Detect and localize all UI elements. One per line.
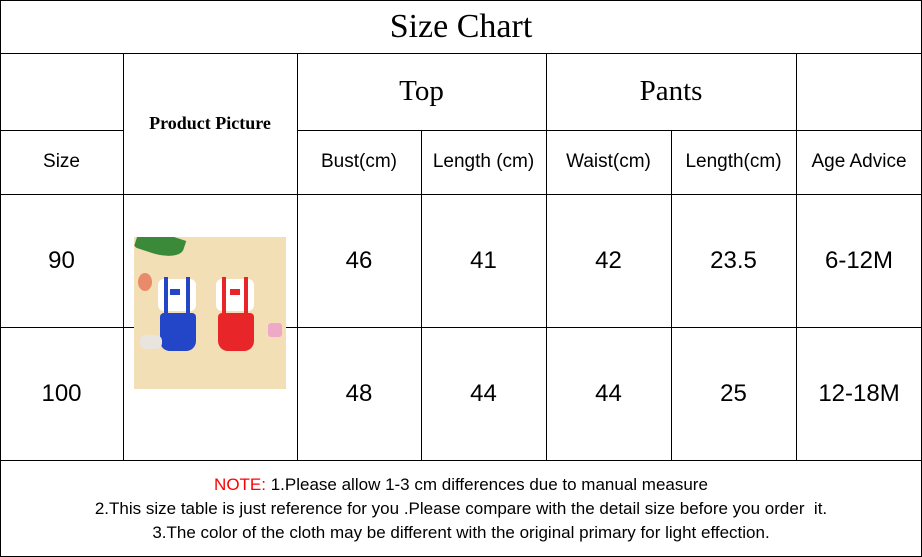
divider [421, 130, 422, 460]
cell-size: 100 [41, 379, 82, 407]
red-bowtie [230, 289, 240, 295]
header-product-picture: Product Picture [149, 113, 271, 133]
divider [546, 53, 547, 460]
divider [297, 53, 298, 460]
product-image [134, 237, 286, 389]
cell-bust: 46 [345, 246, 373, 274]
header-pants-length: Length(cm) [685, 151, 782, 172]
header-top: Top [399, 75, 444, 107]
header-waist: Waist(cm) [566, 151, 651, 172]
header-bust: Bust(cm) [321, 151, 397, 172]
cell-pants-length: 23.5 [710, 246, 757, 274]
header-size: Size [43, 151, 80, 172]
divider [796, 53, 797, 460]
divider [0, 0, 922, 1]
cell-bust: 48 [345, 379, 373, 407]
decoration [268, 323, 282, 337]
notes: NOTE: 1.Please allow 1-3 cm differences … [0, 461, 922, 557]
cell-age: 12-18M [818, 379, 900, 407]
cell-waist: 42 [595, 246, 622, 274]
palm-leaf [134, 237, 187, 262]
divider [671, 130, 672, 460]
page-title: Size Chart [389, 7, 533, 45]
cell-size: 90 [48, 246, 75, 274]
baby-shoes [140, 335, 162, 349]
header-top-length: Length (cm) [432, 151, 535, 172]
note-line-2: 2.This size table is just reference for … [94, 499, 828, 518]
cell-age: 6-12M [824, 246, 894, 274]
divider [286, 327, 922, 328]
note-line-1: NOTE: 1.Please allow 1-3 cm differences … [214, 473, 708, 497]
blue-suspender [164, 277, 168, 317]
divider [297, 130, 922, 131]
cell-top-length: 44 [470, 379, 497, 407]
red-suspender [222, 277, 226, 317]
cell-pants-length: 25 [720, 379, 747, 407]
header-pants: Pants [639, 75, 703, 107]
divider [0, 0, 1, 557]
divider [0, 327, 134, 328]
divider [123, 53, 124, 460]
note-line-3: 3.The color of the cloth may be differen… [152, 523, 770, 542]
note-text-1: 1.Please allow 1-3 cm differences due to… [266, 475, 708, 494]
blue-bowtie [170, 289, 180, 295]
red-shorts [218, 313, 254, 351]
cell-top-length: 41 [470, 246, 497, 274]
cell-waist: 44 [595, 379, 622, 407]
blue-shorts [160, 313, 196, 351]
header-age-advice: Age Advice [811, 151, 907, 172]
blue-suspender [186, 277, 190, 317]
divider [0, 460, 922, 461]
divider [0, 53, 922, 54]
divider [0, 194, 922, 195]
divider [0, 130, 123, 131]
balloons [138, 273, 152, 291]
red-suspender [244, 277, 248, 317]
note-prefix: NOTE: [214, 475, 266, 494]
